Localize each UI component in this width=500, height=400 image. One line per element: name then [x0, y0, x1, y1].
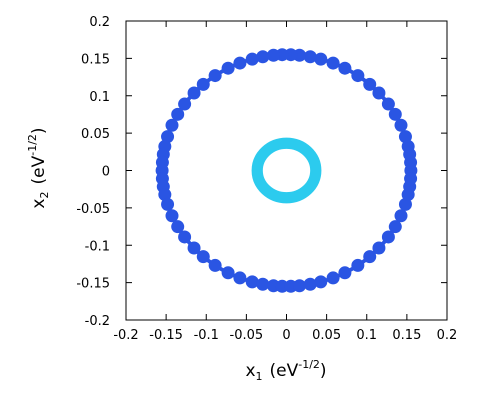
outer-ring-point: [196, 77, 210, 91]
y-tick-label: -0.05: [76, 202, 110, 217]
outer-ring-point: [381, 230, 395, 244]
outer-ring-point: [372, 241, 386, 255]
outer-ring-point: [314, 275, 328, 289]
outer-ring-point: [221, 266, 235, 280]
outer-ring-point: [171, 107, 185, 121]
outer-ring-point: [388, 107, 402, 121]
y-tick-label: -0.2: [85, 314, 110, 329]
outer-ring-point: [314, 52, 328, 66]
outer-ring-point: [338, 61, 352, 75]
outer-ring-point: [404, 172, 418, 186]
outer-ring-point: [187, 241, 201, 255]
outer-ring-point: [351, 258, 365, 272]
outer-ring-point: [398, 130, 412, 144]
x-tick-label: -0.2: [113, 328, 138, 343]
outer-ring-point: [401, 139, 415, 153]
outer-ring-point: [388, 220, 402, 234]
outer-ring-point: [256, 50, 270, 64]
y-axis-ticks: -0.2 -0.15 -0.1 -0.05 0 0.05 0.1 0.15 0.2: [76, 15, 447, 329]
y-tick-label: 0.1: [89, 90, 110, 105]
outer-ring-point: [266, 48, 280, 62]
outer-ring-point: [178, 230, 192, 244]
x-axis-ticks: -0.2 -0.15 -0.1 -0.05 0 0.05 0.1 0.15 0.2: [113, 21, 457, 343]
data-marks: [155, 48, 418, 293]
outer-ring-point: [394, 209, 408, 223]
outer-ring-point: [351, 69, 365, 83]
x-tick-label: 0.2: [437, 328, 458, 343]
outer-ring-point: [303, 277, 317, 291]
outer-ring-point: [394, 118, 408, 132]
outer-ring-point: [326, 271, 340, 285]
outer-ring-point: [161, 197, 175, 211]
outer-ring-point: [293, 279, 307, 293]
outer-ring-point: [233, 56, 247, 70]
x-tick-label: -0.1: [194, 328, 219, 343]
outer-ring-point: [171, 220, 185, 234]
x-tick-label: 0: [282, 328, 290, 343]
x-tick-label: 0.1: [356, 328, 377, 343]
outer-ring-point: [158, 188, 172, 202]
y-tick-label: 0.2: [89, 15, 110, 30]
outer-ring-point: [165, 209, 179, 223]
y-tick-label: 0: [102, 165, 110, 180]
x-tick-label: 0.15: [392, 328, 421, 343]
outer-ring-point: [398, 197, 412, 211]
y-tick-label: 0.05: [81, 127, 110, 142]
outer-ring-point: [208, 69, 222, 83]
outer-ring-point: [372, 86, 386, 100]
y-axis-title: x2(eV-1/2): [26, 127, 51, 208]
outer-ring-point: [256, 277, 270, 291]
inner-ring: [251, 137, 322, 204]
outer-ring-point: [208, 258, 222, 272]
outer-ring-point: [233, 271, 247, 285]
outer-ring-point: [338, 266, 352, 280]
y-tick-label: -0.15: [76, 277, 110, 292]
plot-frame: [125, 20, 448, 321]
plot-border: [125, 20, 448, 321]
outer-ring-point: [161, 130, 175, 144]
outer-ring-point: [196, 250, 210, 264]
y-tick-label: 0.15: [81, 52, 110, 67]
y-tick-label: -0.1: [85, 239, 110, 254]
outer-ring-point: [178, 97, 192, 111]
outer-ring-point: [245, 52, 259, 66]
outer-ring-point: [187, 86, 201, 100]
outer-ring-point: [381, 97, 395, 111]
x-tick-label: -0.15: [149, 328, 183, 343]
x-axis-title: x1 (eV-1/2): [245, 358, 326, 383]
outer-ring-point: [363, 77, 377, 91]
outer-ring-point: [221, 61, 235, 75]
outer-ring-point: [303, 50, 317, 64]
outer-ring-point: [363, 250, 377, 264]
outer-ring-point: [245, 275, 259, 289]
outer-ring-point: [165, 118, 179, 132]
outer-ring-point: [326, 56, 340, 70]
x-tick-label: -0.05: [230, 328, 264, 343]
x-tick-label: 0.05: [312, 328, 341, 343]
